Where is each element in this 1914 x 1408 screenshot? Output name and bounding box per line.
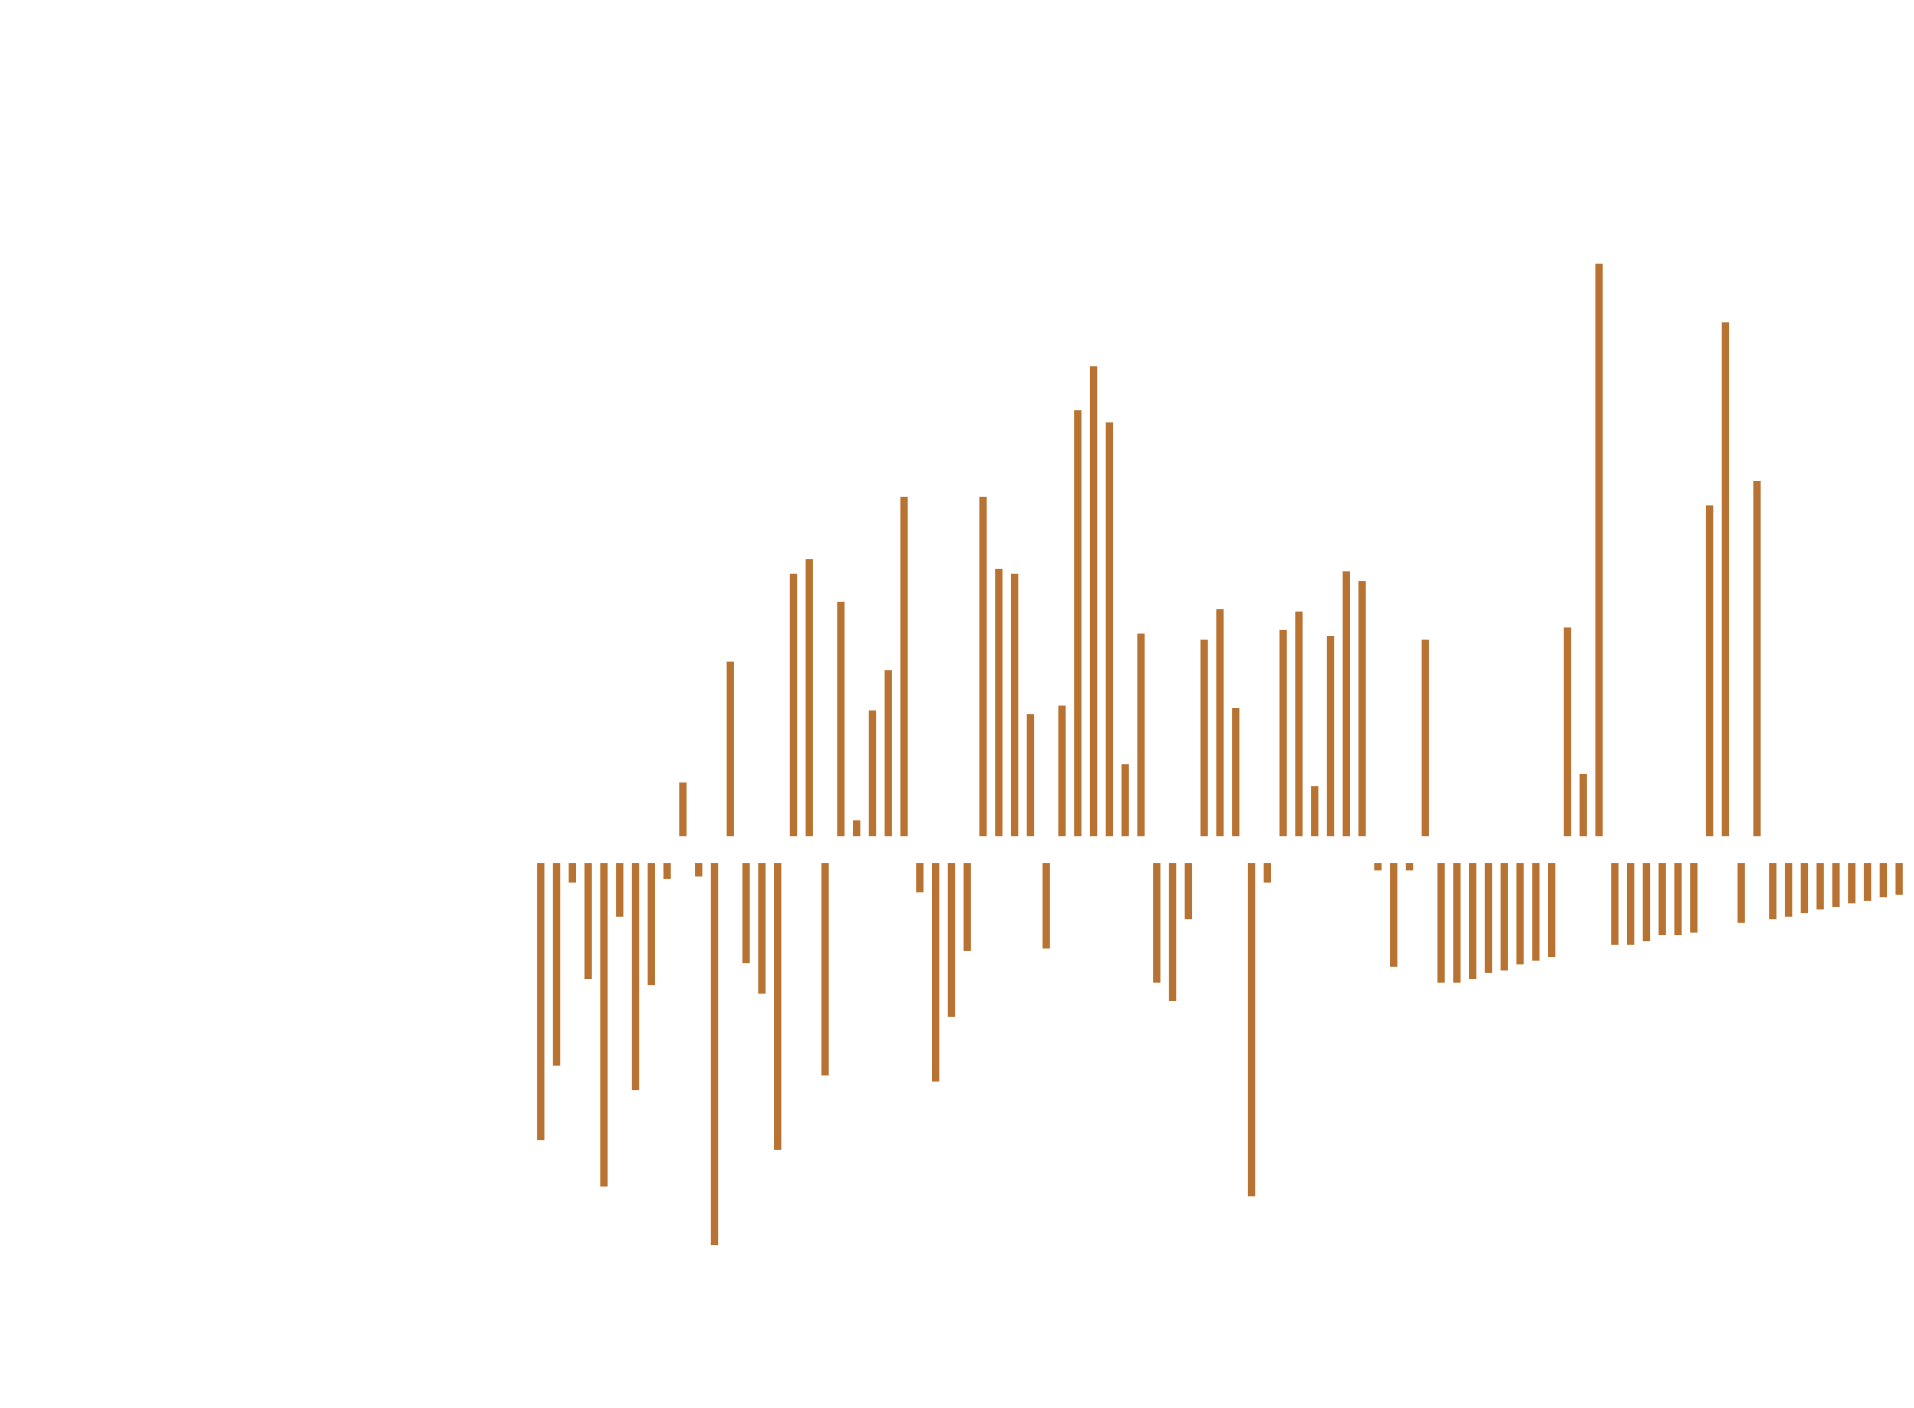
bar [1721, 322, 1730, 837]
bar [1737, 863, 1745, 923]
bar [647, 863, 655, 986]
bar [1358, 581, 1366, 837]
bar [1216, 609, 1224, 837]
bar [631, 863, 640, 1091]
bar [1532, 863, 1540, 961]
bar [1295, 611, 1303, 837]
bar [1690, 863, 1698, 933]
bar [1595, 263, 1603, 837]
bar [1058, 705, 1066, 837]
bar [1674, 863, 1682, 936]
bar [1500, 863, 1508, 971]
bar [1516, 863, 1524, 965]
bar [979, 496, 987, 837]
bar [663, 863, 671, 879]
bar [616, 863, 624, 917]
bar [1563, 627, 1572, 837]
bar [742, 863, 750, 964]
bar [537, 863, 545, 1141]
bar [1800, 863, 1809, 914]
bar [995, 568, 1003, 837]
bar [1026, 714, 1035, 837]
bar [1484, 863, 1493, 973]
bar [1421, 639, 1429, 837]
bar [1247, 863, 1256, 1197]
bar [1469, 863, 1477, 980]
bar [1184, 863, 1193, 920]
bar [552, 863, 561, 1066]
bar [710, 863, 719, 1246]
bar [1010, 573, 1019, 837]
bar [805, 559, 813, 837]
bar [1642, 863, 1651, 942]
bar [1848, 863, 1856, 904]
bar [774, 863, 782, 1150]
bar [931, 863, 940, 1082]
bar [1168, 863, 1177, 1001]
bar [1784, 863, 1793, 917]
bar [1074, 410, 1082, 837]
bar [600, 863, 608, 1187]
bar [1832, 863, 1840, 907]
bar [758, 863, 766, 994]
bar [1042, 863, 1050, 949]
bar [1089, 366, 1098, 837]
bar [1311, 786, 1319, 837]
bar [726, 661, 734, 837]
bar [868, 710, 877, 837]
bar [916, 863, 924, 893]
bar [1279, 629, 1287, 837]
bar [852, 820, 861, 837]
bar [947, 863, 956, 1017]
bar [1453, 863, 1461, 983]
bar [695, 863, 703, 877]
bar [1547, 863, 1556, 958]
bar [1753, 480, 1761, 837]
bar [900, 496, 908, 837]
bar [1137, 633, 1145, 837]
bar [1879, 863, 1888, 898]
bar [1232, 708, 1240, 837]
bar [1611, 863, 1619, 945]
bar [568, 863, 577, 883]
bar [1863, 863, 1872, 901]
bar [1816, 863, 1824, 910]
bar [584, 863, 592, 980]
bar [1105, 422, 1114, 837]
bar [1437, 863, 1445, 983]
bar [1405, 863, 1414, 871]
bar [679, 782, 687, 837]
bar [837, 601, 845, 837]
bar [1342, 571, 1350, 837]
bar [884, 670, 892, 837]
bar [1705, 505, 1714, 837]
bar [1579, 773, 1587, 837]
bar [1121, 764, 1129, 837]
bar [1153, 863, 1161, 983]
bar [1390, 863, 1398, 967]
bar [821, 863, 829, 1076]
bar [789, 573, 798, 837]
bar [1769, 863, 1777, 920]
bar [1374, 863, 1382, 871]
bar [1658, 863, 1666, 936]
bar [1326, 636, 1335, 837]
bar [1263, 863, 1272, 883]
bar [1200, 639, 1208, 837]
bar [1895, 863, 1903, 895]
bar [1626, 863, 1635, 945]
bar [963, 863, 971, 951]
